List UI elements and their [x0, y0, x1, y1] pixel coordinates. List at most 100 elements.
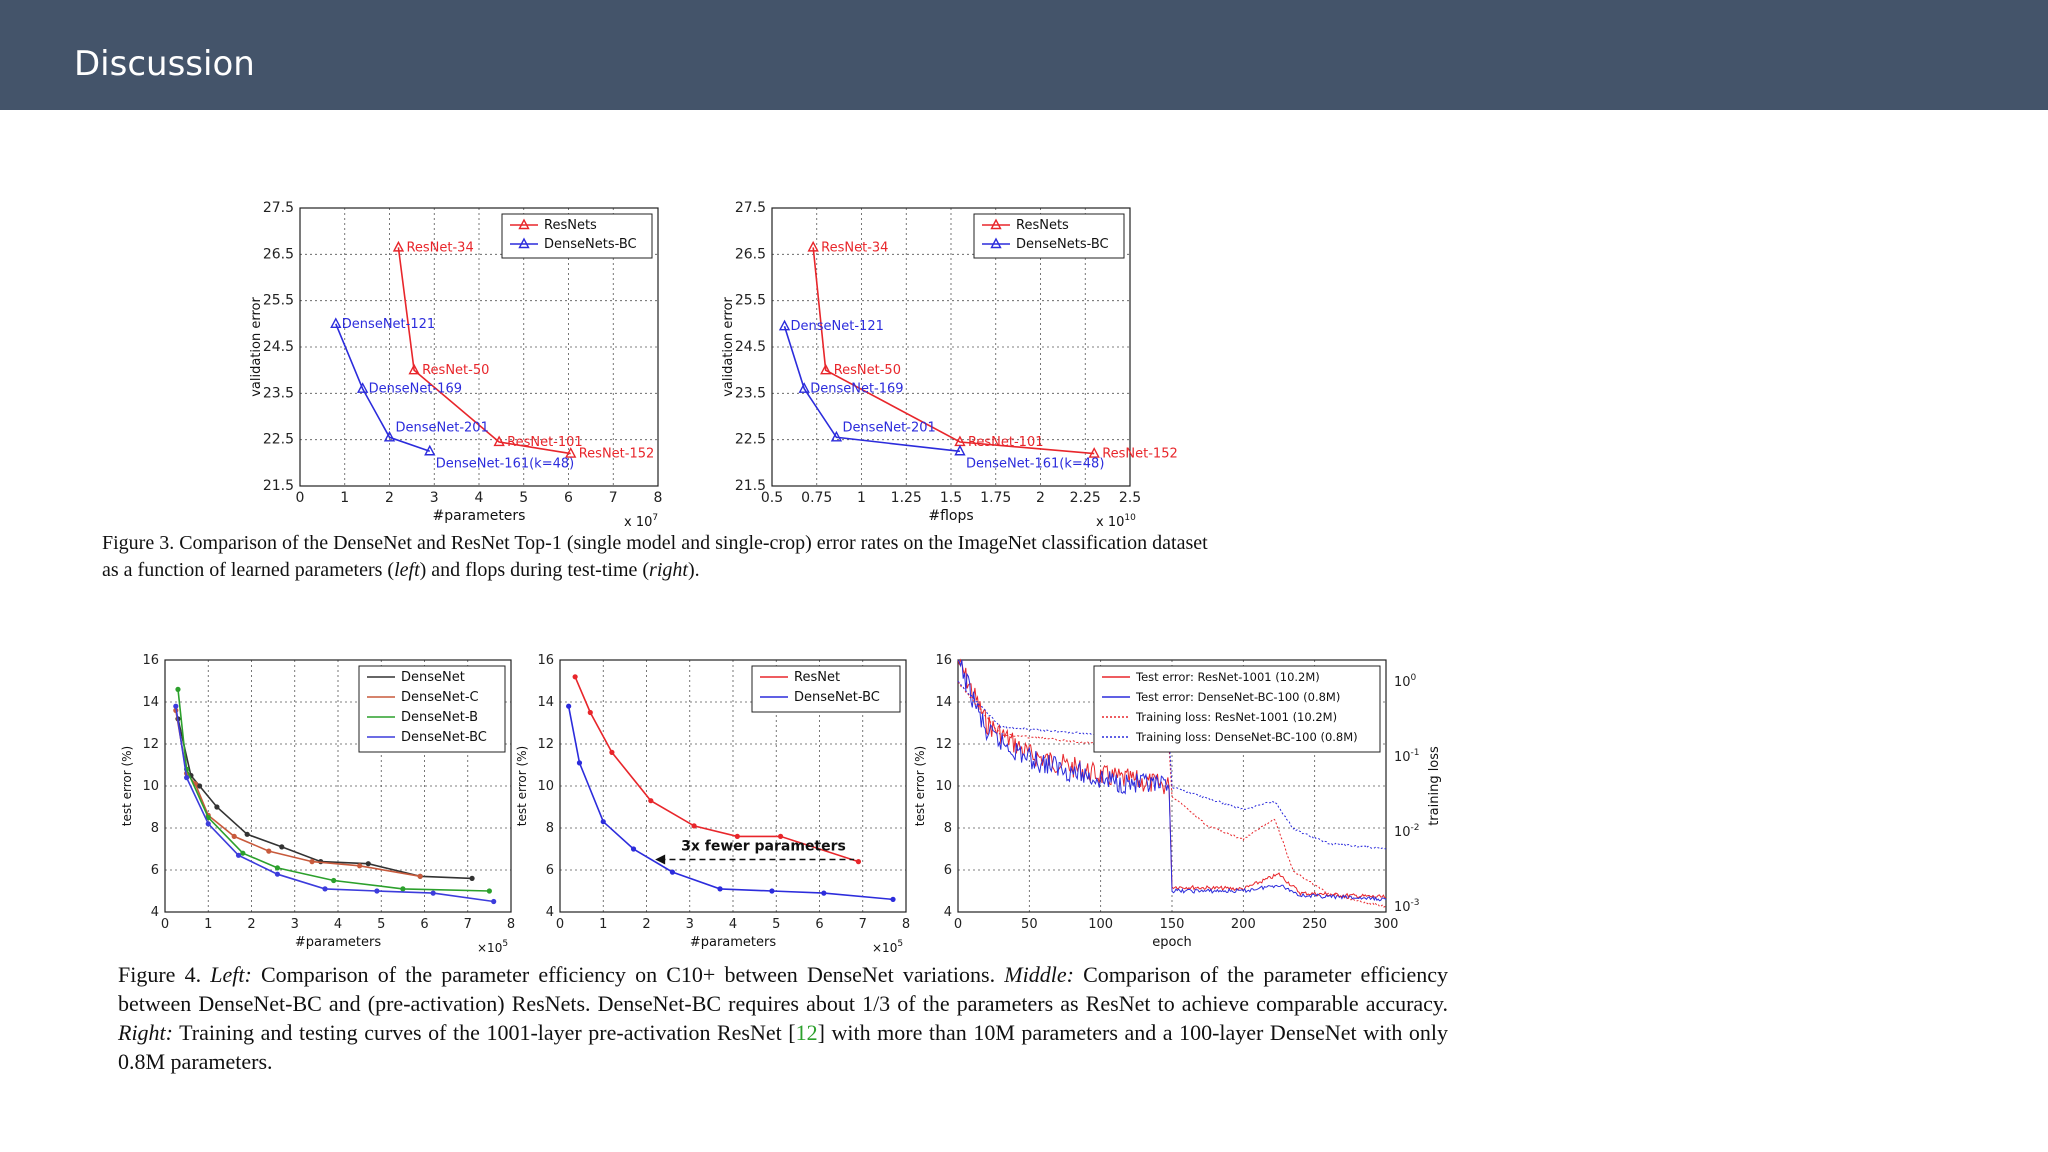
x-axis-label: #parameters	[433, 508, 526, 524]
x-tick-label: 2	[1036, 490, 1045, 506]
y-tick-label: 26.5	[263, 246, 294, 262]
y-tick-label: 22.5	[735, 432, 766, 448]
fig3-caption-text: as a function of learned parameters (	[102, 559, 395, 581]
data-point	[890, 896, 896, 903]
data-point	[691, 823, 697, 829]
plot-frame	[299, 207, 659, 487]
legend-box	[751, 665, 901, 713]
data-point	[184, 775, 190, 781]
x-tick-label: 3	[686, 917, 694, 932]
fig4-caption-text: Comparison of the parameter efficiency b…	[118, 962, 1448, 1016]
x-tick-label: 0	[296, 490, 305, 506]
legend-box	[358, 665, 506, 753]
x-tick-label: 150	[1160, 917, 1185, 932]
y-axis-label: validation error	[249, 297, 264, 397]
x-tick-label: 5	[772, 917, 780, 932]
y-tick-label: 12	[142, 737, 159, 752]
y-axis-label: test error (%)	[120, 746, 134, 827]
x-tick-label: 6	[420, 917, 428, 932]
y-tick-label: 23.5	[263, 385, 294, 401]
data-point	[173, 707, 179, 714]
fig4-caption-middle: Middle:	[1004, 962, 1074, 987]
x-tick-label: 5	[377, 917, 385, 932]
y-axis-label: test error (%)	[515, 746, 529, 827]
series-line	[175, 710, 421, 878]
y-tick-label: 10	[935, 779, 952, 794]
data-point	[184, 766, 190, 772]
data-point	[392, 240, 405, 252]
data-point	[175, 716, 181, 722]
data-label: ResNet-101	[507, 435, 583, 450]
series-line	[567, 706, 894, 901]
y-tick-label: 16	[537, 653, 554, 668]
data-label: DenseNet-161(k=48)	[436, 456, 574, 471]
data-point	[184, 770, 190, 777]
data-point	[609, 749, 615, 756]
data-label: ResNet-34	[821, 240, 888, 255]
x-tick-label: 7	[859, 917, 867, 932]
data-point	[734, 833, 740, 840]
data-label: DenseNet-169	[810, 382, 903, 397]
series-line	[957, 658, 1387, 899]
legend-label: DenseNet-B	[401, 710, 478, 725]
fig4-caption-text: Figure 4.	[118, 962, 211, 987]
y-tick-label: 25.5	[735, 293, 766, 309]
series-line	[783, 325, 961, 453]
y-tick-label: 27.5	[735, 200, 766, 216]
data-point	[769, 888, 775, 894]
data-point	[778, 319, 791, 331]
y-right-tick-label: 100	[1394, 673, 1417, 690]
legend: ResNets DenseNets-BC	[973, 213, 1125, 259]
y-right-tick-label: 10-2	[1394, 823, 1420, 840]
x-multiplier: ×105	[872, 939, 903, 955]
data-point	[798, 382, 810, 393]
x-tick-label: 0	[556, 917, 564, 932]
x-tick-label: 1.5	[940, 490, 962, 506]
fig3-caption-left: left	[394, 559, 420, 581]
y-tick-label: 12	[935, 737, 952, 752]
y-tick-label: 10	[537, 779, 554, 794]
legend-marker	[990, 237, 1002, 249]
y-tick-label: 6	[151, 863, 159, 878]
legend-label: ResNets	[1016, 218, 1069, 233]
slide-header: Discussion	[0, 0, 2048, 110]
y-tick-label: 8	[944, 821, 952, 836]
x-tick-label: 100	[1088, 917, 1113, 932]
y-tick-label: 8	[546, 821, 554, 836]
x-tick-label: 1.25	[891, 490, 922, 506]
data-point	[173, 703, 179, 709]
data-point	[954, 435, 966, 447]
y-tick-label: 6	[546, 863, 554, 878]
y-tick-label: 4	[546, 905, 554, 920]
legend-label: DenseNets-BC	[544, 237, 637, 252]
data-point	[322, 886, 328, 892]
citation-link[interactable]: 12	[795, 1020, 818, 1045]
data-point	[777, 833, 784, 840]
data-point	[408, 363, 420, 375]
x-multiplier: x 107	[624, 513, 658, 530]
data-point	[566, 703, 572, 709]
fig3-caption-text: ).	[687, 559, 700, 581]
y-tick-label: 4	[944, 905, 952, 920]
data-point	[630, 846, 637, 852]
y-axis-label: test error (%)	[913, 746, 927, 827]
legend-label: DenseNet-BC	[401, 730, 487, 745]
legend-label: Test error: ResNet-1001 (10.2M)	[1135, 670, 1320, 684]
data-point	[205, 814, 211, 821]
fig4-caption-text: ] with more than 10M parameters and a 10…	[118, 1020, 1448, 1074]
legend: DenseNet DenseNet-C DenseNet-B DenseNet-BC	[358, 665, 506, 753]
data-label: DenseNet-161(k=48)	[966, 456, 1104, 471]
y-tick-label: 14	[935, 695, 952, 710]
legend-label: Test error: DenseNet-BC-100 (0.8M)	[1135, 690, 1340, 704]
x-tick-label: 8	[507, 917, 515, 932]
data-point	[330, 317, 342, 329]
series-line	[397, 247, 571, 455]
x-tick-label: 250	[1302, 917, 1327, 932]
data-point	[175, 686, 181, 693]
x-tick-label: 3	[430, 490, 439, 506]
x-multiplier: x 1010	[1096, 513, 1136, 530]
data-point	[424, 444, 436, 456]
y-tick-label: 22.5	[263, 432, 294, 448]
legend-marker	[518, 218, 530, 230]
data-point	[318, 859, 324, 865]
